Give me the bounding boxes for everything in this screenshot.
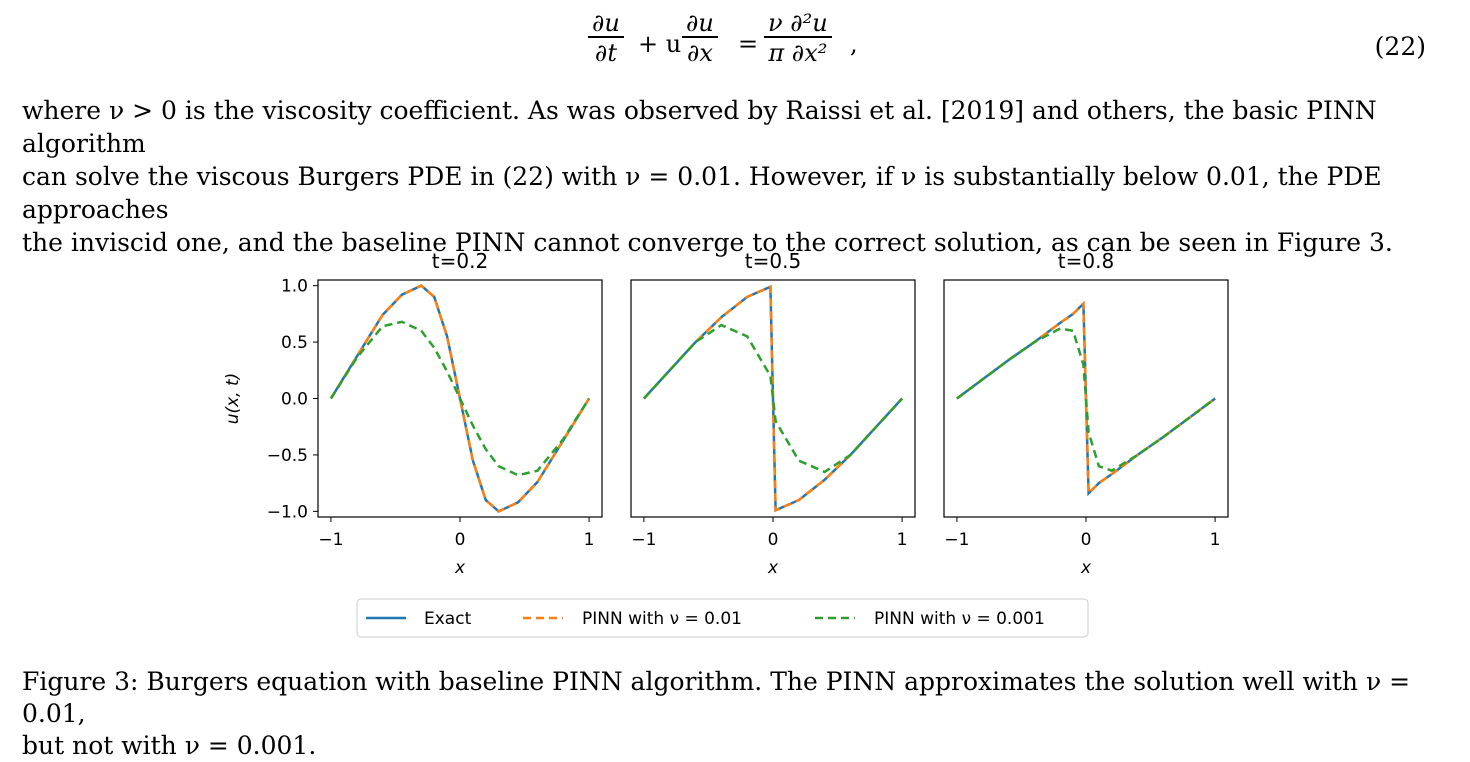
panel-title: t=0.8 xyxy=(1058,249,1114,273)
paragraph-line: can solve the viscous Burgers PDE in (22… xyxy=(22,162,1382,224)
exact-series-line xyxy=(642,284,904,513)
panel-frame xyxy=(317,279,603,518)
y-tick-label: −1.0 xyxy=(267,502,308,522)
pinn-nu-0.001-series-line xyxy=(956,327,1216,473)
equation-22: ∂u ∂t + u ∂u ∂x = ν ∂²u π ∂x² , xyxy=(560,8,980,88)
pinn-nu-0.001-series-line xyxy=(329,320,591,477)
panel-title: t=0.2 xyxy=(432,249,488,273)
x-tick-label: 0 xyxy=(455,530,466,550)
frac-du-dx: ∂u ∂x xyxy=(682,10,718,68)
figure-caption: Figure 3: Burgers equation with baseline… xyxy=(22,666,1442,762)
x-tick-label: 1 xyxy=(1210,530,1221,550)
x-tick-label: −1 xyxy=(318,530,343,550)
legend-label: Exact xyxy=(424,609,472,629)
figure-3-chart: −1 0 1 x 1.0 0.5 0.0 −0.5 −1.0 u(x, t) t=0.2 −1 0 1 x t… xyxy=(223,249,1229,638)
x-axis-label: x xyxy=(454,558,466,578)
equation-comma: , xyxy=(850,30,858,58)
frac-denominator: ∂t xyxy=(594,38,617,67)
paragraph-line: the inviscid one, and the baseline PINN … xyxy=(22,228,1393,257)
fraction-bar xyxy=(764,36,832,38)
frac-du-dt: ∂u ∂t xyxy=(588,10,624,68)
y-tick-label: −0.5 xyxy=(267,446,308,466)
equation-number: (22) xyxy=(1374,32,1426,61)
x-tick-label: 0 xyxy=(1081,530,1092,550)
y-tick-label: 1.0 xyxy=(281,277,308,297)
equals-sign: = xyxy=(738,30,759,58)
x-tick-label: −1 xyxy=(944,530,969,550)
x-axis-label: x xyxy=(767,558,779,578)
paragraph-line: where ν > 0 is the viscosity coefficient… xyxy=(22,96,1377,158)
frac-numerator: ∂u xyxy=(592,9,620,37)
frac-numerator: ν ∂²u xyxy=(768,9,828,37)
panel-title: t=0.5 xyxy=(745,249,801,273)
y-axis-label: u(x, t) xyxy=(223,373,243,425)
y-tick-label: 0.0 xyxy=(281,390,308,410)
x-tick-label: 1 xyxy=(584,530,595,550)
fraction-bar xyxy=(588,36,624,38)
frac-denominator: π ∂x² xyxy=(768,38,828,67)
x-tick-label: 1 xyxy=(897,530,908,550)
legend-label: PINN with ν = 0.001 xyxy=(874,609,1045,629)
caption-line: but not with ν = 0.001. xyxy=(22,731,317,760)
pinn-nu-0.001-series-line xyxy=(642,323,904,474)
x-axis-label: x xyxy=(1080,558,1092,578)
panel-frame xyxy=(943,279,1229,518)
frac-denominator: ∂x xyxy=(686,38,713,67)
x-tick-label: 0 xyxy=(768,530,779,550)
pinn-nu-0.01-series-line xyxy=(329,284,591,513)
frac-numerator: ∂u xyxy=(686,9,714,37)
body-paragraph: where ν > 0 is the viscosity coefficient… xyxy=(22,94,1442,259)
legend-box xyxy=(356,598,1089,638)
caption-line: Figure 3: Burgers equation with baseline… xyxy=(22,667,1411,728)
pinn-nu-0.01-series-line xyxy=(956,300,1216,497)
legend-label: PINN with ν = 0.01 xyxy=(582,609,742,629)
panel-frame xyxy=(630,279,916,518)
frac-viscous-term: ν ∂²u π ∂x² xyxy=(764,10,832,68)
y-tick-label: 0.5 xyxy=(281,333,308,353)
x-tick-label: −1 xyxy=(631,530,656,550)
plus-u: + u xyxy=(638,30,682,58)
fraction-bar xyxy=(682,36,718,38)
